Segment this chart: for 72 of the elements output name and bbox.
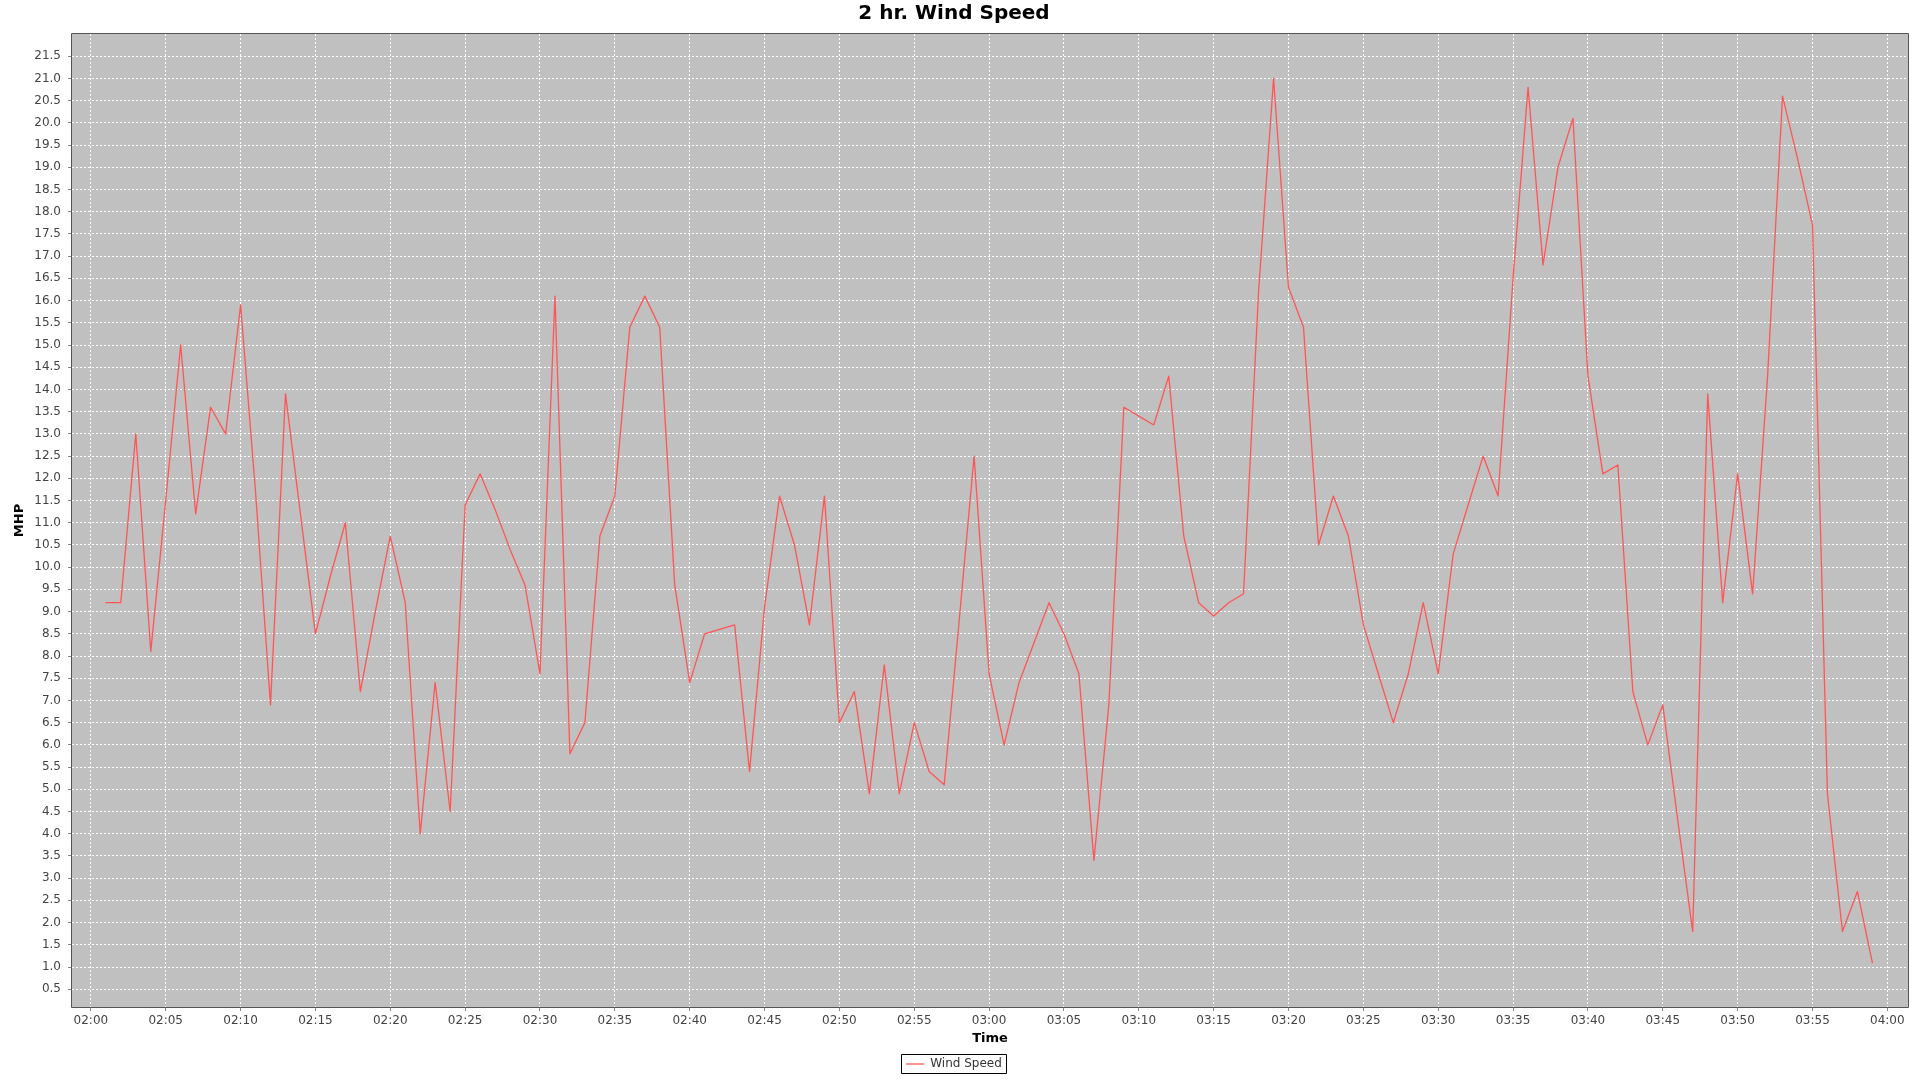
y-tick-label: 15.5 xyxy=(34,314,61,329)
y-tick-label: 21.5 xyxy=(34,48,61,63)
x-tick-label: 03:05 xyxy=(1046,1013,1082,1028)
y-tick-label: 4.0 xyxy=(41,825,61,840)
y-tick-label: 8.5 xyxy=(41,625,61,640)
y-tick-label: 12.5 xyxy=(34,448,61,463)
y-tick-label: 15.0 xyxy=(34,337,61,352)
y-tick-label: 5.0 xyxy=(41,781,61,796)
y-axis-title: MHP xyxy=(11,503,27,538)
y-tick-label: 1.5 xyxy=(41,936,61,951)
y-tick-label: 3.5 xyxy=(41,848,61,863)
y-tick-label: 17.0 xyxy=(34,248,61,263)
y-tick-label: 5.5 xyxy=(41,759,61,774)
x-tick-label: 02:05 xyxy=(148,1013,183,1028)
x-tick-label: 03:10 xyxy=(1121,1013,1157,1028)
x-axis-title: Time xyxy=(972,1029,1009,1045)
y-tick-label: 0.5 xyxy=(41,981,61,996)
y-tick-label: 20.0 xyxy=(34,114,61,129)
y-tick-label: 13.5 xyxy=(34,403,61,418)
x-tick-label: 03:50 xyxy=(1720,1013,1755,1028)
x-tick-label: 03:30 xyxy=(1420,1013,1456,1028)
x-tick-label: 02:40 xyxy=(672,1013,708,1028)
x-tick-label: 02:50 xyxy=(822,1013,857,1028)
x-tick-label: 02:25 xyxy=(447,1013,483,1028)
y-tick-label: 16.0 xyxy=(34,292,61,307)
chart-title: 2 hr. Wind Speed xyxy=(858,0,1050,25)
y-tick-label: 13.0 xyxy=(34,425,61,440)
y-tick-label: 9.5 xyxy=(41,581,61,596)
y-tick-label: 11.0 xyxy=(34,514,61,529)
x-tick-label: 03:55 xyxy=(1795,1013,1830,1028)
y-tick-label: 1.0 xyxy=(41,959,61,974)
y-tick-label: 2.0 xyxy=(41,914,61,929)
y-tick-label: 3.0 xyxy=(41,870,61,885)
x-tick-label: 02:35 xyxy=(597,1013,633,1028)
x-tick-label: 03:35 xyxy=(1495,1013,1531,1028)
y-tick-label: 10.0 xyxy=(34,559,61,574)
x-tick-label: 02:45 xyxy=(747,1013,782,1028)
y-tick-label: 19.5 xyxy=(34,137,61,152)
y-tick-label: 8.0 xyxy=(41,648,61,663)
y-tick-label: 18.5 xyxy=(34,181,61,196)
y-tick-label: 11.5 xyxy=(34,492,61,507)
x-tick-label: 03:40 xyxy=(1570,1013,1606,1028)
x-tick-label: 03:00 xyxy=(971,1013,1007,1028)
x-tick-label: 03:15 xyxy=(1196,1013,1231,1028)
y-tick-label: 2.5 xyxy=(41,892,61,907)
x-tick-label: 03:20 xyxy=(1271,1013,1306,1028)
y-tick-label: 7.5 xyxy=(41,670,61,685)
x-tick-label: 03:25 xyxy=(1346,1013,1381,1028)
y-tick-label: 4.5 xyxy=(41,803,61,818)
y-tick-label: 18.0 xyxy=(34,203,61,218)
y-tick-label: 10.5 xyxy=(34,537,61,552)
y-tick-label: 9.0 xyxy=(41,603,61,618)
y-tick-label: 20.5 xyxy=(34,92,61,107)
y-tick-label: 16.5 xyxy=(34,270,61,285)
y-tick-label: 14.5 xyxy=(34,359,61,374)
y-tick-label: 7.0 xyxy=(41,692,61,707)
x-tick-label: 02:15 xyxy=(298,1013,333,1028)
x-tick-label: 03:45 xyxy=(1645,1013,1681,1028)
x-tick-label: 02:30 xyxy=(522,1013,558,1028)
y-tick-label: 14.0 xyxy=(34,381,61,396)
legend-label: Wind Speed xyxy=(930,1056,1002,1071)
x-tick-label: 02:10 xyxy=(223,1013,258,1028)
x-tick-label: 02:55 xyxy=(896,1013,932,1028)
x-tick-label: 02:20 xyxy=(372,1013,408,1028)
x-tick-label: 02:00 xyxy=(73,1013,109,1028)
y-tick-label: 6.5 xyxy=(41,714,61,729)
y-tick-label: 21.0 xyxy=(34,70,61,85)
x-tick-label: 04:00 xyxy=(1870,1013,1905,1028)
y-tick-label: 19.0 xyxy=(34,159,61,174)
y-tick-label: 6.0 xyxy=(41,736,61,751)
y-tick-label: 17.5 xyxy=(34,226,61,241)
y-tick-label: 12.0 xyxy=(34,470,61,485)
